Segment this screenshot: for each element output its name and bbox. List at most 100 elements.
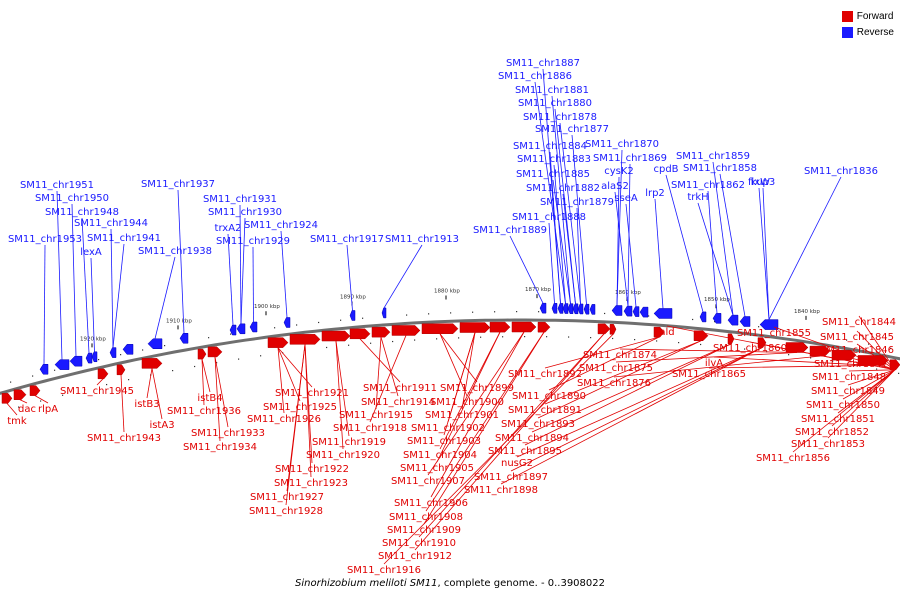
leader-line <box>146 368 153 399</box>
forward-gene <box>857 355 889 366</box>
gene-label: SM11_chr1887 <box>506 58 580 69</box>
leader-line <box>277 347 285 414</box>
leader-line <box>850 357 896 371</box>
forward-gene <box>653 326 665 338</box>
legend-reverse: Reverse <box>841 24 894 40</box>
leader-line <box>708 365 874 369</box>
gene-label: SM11_chr1856 <box>756 453 830 464</box>
leader-line <box>576 207 581 304</box>
leader-line <box>277 347 301 402</box>
gene-label: SM11_chr1858 <box>683 163 757 174</box>
track-dot <box>238 358 240 360</box>
track-dot <box>700 343 702 346</box>
forward-gene <box>391 325 421 336</box>
track-dot <box>634 338 636 341</box>
reverse-gene <box>739 316 751 327</box>
leader-line <box>768 176 842 320</box>
reverse-gene <box>381 307 387 319</box>
leader-line <box>71 203 77 357</box>
track-dot <box>824 335 826 337</box>
leader-line <box>43 244 46 365</box>
forward-gene <box>207 346 223 358</box>
gene-label: cysK2 <box>604 166 634 177</box>
track-dot <box>428 313 430 315</box>
track-dot <box>406 314 408 316</box>
track-dot <box>318 321 320 324</box>
reverse-gene <box>589 304 596 315</box>
gene-label: SM11_chr1915 <box>339 410 413 421</box>
gene-label: SM11_chr1918 <box>333 423 407 434</box>
leader-line <box>548 336 660 391</box>
leader-line <box>375 337 382 410</box>
reverse-gene <box>85 352 93 364</box>
forward-gene <box>321 330 351 342</box>
reverse-gene <box>54 359 70 370</box>
forward-gene <box>597 323 611 335</box>
gene-label: cpdB <box>653 164 678 175</box>
track-dot <box>868 343 870 345</box>
leader-line <box>627 163 631 307</box>
forward-gene <box>371 326 391 338</box>
gene-label: SM11_chr1907 <box>391 476 465 487</box>
reverse-gene <box>91 351 98 363</box>
forward-gene <box>289 334 321 345</box>
track-dot <box>450 312 452 314</box>
forward-gene <box>757 337 767 348</box>
gene-label: SM11_chr1892 <box>508 369 582 380</box>
reverse-gene <box>583 303 590 315</box>
leader-line <box>749 341 896 371</box>
gene-label: SM11_chr1870 <box>585 139 659 150</box>
forward-gene <box>1 393 13 404</box>
leader-line <box>509 235 544 304</box>
leader-line <box>697 202 734 316</box>
gene-label: SM11_chr1889 <box>473 225 547 236</box>
leader-line <box>414 333 605 551</box>
leader-line <box>613 355 821 378</box>
leader-line <box>56 190 63 360</box>
reverse-gene <box>147 338 163 350</box>
gene-label: SM11_chr1948 <box>45 207 119 218</box>
leader-line <box>304 344 312 478</box>
gene-label: SM11_chr1919 <box>312 437 386 448</box>
gene-label: SM11_chr1924 <box>244 220 318 231</box>
track-dot <box>128 379 130 381</box>
backbone-arc <box>0 318 900 395</box>
track-dot <box>370 342 372 344</box>
reverse-gene <box>236 323 246 335</box>
leader-line <box>712 161 734 316</box>
gene-label: alaS2 <box>601 181 629 192</box>
leader-line <box>614 191 629 307</box>
gene-label: SM11_chr1869 <box>593 153 667 164</box>
leader-line <box>461 332 476 410</box>
leader-line <box>707 190 718 314</box>
gene-label: SM11_chr1938 <box>138 246 212 257</box>
reverse-gene <box>39 364 49 375</box>
leader-line <box>346 244 353 311</box>
reverse-gene <box>611 305 623 316</box>
reverse-gene <box>632 306 640 317</box>
leader-line <box>439 333 478 383</box>
tick-label: 1870 kbp <box>525 287 551 293</box>
leader-line <box>439 331 501 450</box>
leader-line <box>335 340 350 437</box>
leader-line <box>177 189 185 334</box>
leader-line <box>537 340 702 419</box>
gene-label: SM11_chr1945 <box>60 386 134 397</box>
leader-line <box>240 217 246 324</box>
gene-label: SM11_chr1901 <box>425 410 499 421</box>
leader-line <box>534 81 566 304</box>
leader-line <box>552 179 571 304</box>
track-dot <box>32 375 34 377</box>
gene-label: SM11_chr1950 <box>35 193 109 204</box>
track-dot <box>832 360 834 362</box>
forward-gene <box>116 364 126 376</box>
leader-line <box>369 335 407 423</box>
gene-label: SM11_chr1862 <box>671 180 745 191</box>
leader-line <box>713 356 874 366</box>
leader-line <box>858 315 896 371</box>
forward-gene <box>609 324 617 335</box>
track-dot <box>612 337 614 340</box>
gene-label: SM11_chr1875 <box>579 363 653 374</box>
track-dot <box>604 312 606 315</box>
track-dot <box>898 372 900 374</box>
